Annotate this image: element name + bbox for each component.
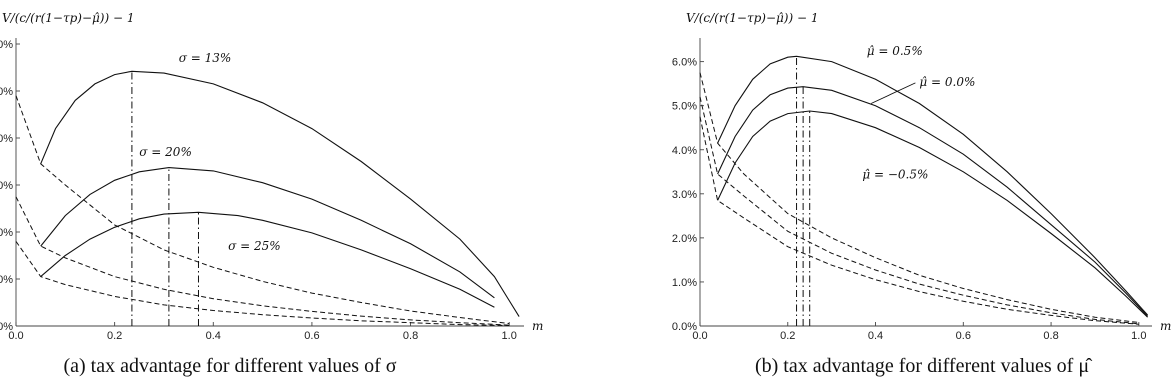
series-2 xyxy=(15,211,510,326)
x-axis-label: m xyxy=(1160,319,1171,333)
series-annotation: σ = 13% xyxy=(179,51,232,65)
series-annotation: σ = 20% xyxy=(139,145,192,159)
series-2 xyxy=(699,110,1148,326)
y-axis-label: V/(c/(r(1−τp)−μ̂)) − 1 xyxy=(686,11,818,25)
x-tick-label: 0.4 xyxy=(868,330,883,342)
x-tick-label: 0.4 xyxy=(206,330,221,342)
y-tick-label: 2.0% xyxy=(0,227,13,239)
series-solid-line xyxy=(717,86,1149,317)
y-tick-label: 6.0% xyxy=(672,57,697,69)
y-tick-label: 3.0% xyxy=(0,180,13,192)
y-tick-label: 4.0% xyxy=(0,133,13,145)
series-0 xyxy=(15,70,520,326)
x-tick-label: 0.0 xyxy=(692,330,707,342)
x-tick-label: 0.2 xyxy=(107,330,122,342)
chart-panel-b: 0.0% 1.0% 2.0% 3.0% 4.0% 5.0% 6.0% 0.0 0.2 0.4 0.6… xyxy=(672,11,1171,377)
series-annotation: σ = 25% xyxy=(228,239,281,253)
y-tick-label: 2.0% xyxy=(672,233,697,245)
x-tick-label: 1.0 xyxy=(1131,330,1146,342)
y-tick-label: 5.0% xyxy=(672,101,697,113)
series-1 xyxy=(15,167,510,326)
chart-panel-a: 0.0% 1.0% 2.0% 3.0% 4.0% 5.0% 6.0% 0.0 0.2 0.4 0.6… xyxy=(0,11,543,377)
series-annotation: μ̂ = 0.0% xyxy=(919,75,975,89)
y-tick-label: 0.0% xyxy=(0,321,13,333)
series-dashed-line xyxy=(699,116,1139,325)
x-axis-label: m xyxy=(532,319,543,333)
y-tick-label: 4.0% xyxy=(672,145,697,157)
series-solid-line xyxy=(40,70,520,317)
y-tick-label: 0.0% xyxy=(672,321,697,333)
series-1 xyxy=(699,86,1149,326)
y-tick-label: 1.0% xyxy=(672,277,697,289)
x-tick-label: 1.0 xyxy=(502,330,517,342)
y-tick-label: 1.0% xyxy=(0,274,13,286)
y-tick-label: 5.0% xyxy=(0,86,13,98)
x-tick-label: 0.2 xyxy=(780,330,795,342)
series-0 xyxy=(699,55,1149,326)
series-solid-line xyxy=(40,167,495,299)
series-dashed-line xyxy=(15,196,510,326)
y-tick-label: 3.0% xyxy=(672,189,697,201)
y-tick-label: 6.0% xyxy=(0,39,13,51)
x-tick-label: 0.6 xyxy=(956,330,971,342)
panel-caption: (b) tax advantage for different values o… xyxy=(755,355,1093,377)
x-tick-label: 0.8 xyxy=(1043,330,1058,342)
series-dashed-line xyxy=(15,95,510,325)
series-dashed-line xyxy=(15,241,510,326)
series-dashed-line xyxy=(699,96,1139,325)
series-solid-line xyxy=(717,55,1149,316)
x-tick-label: 0.0 xyxy=(8,330,23,342)
panel-caption: (a) tax advantage for different values o… xyxy=(63,355,396,377)
series-annotation: μ̂ = 0.5% xyxy=(867,44,923,58)
annotation-leader-line xyxy=(870,82,916,104)
x-tick-label: 0.6 xyxy=(304,330,319,342)
x-tick-label: 0.8 xyxy=(403,330,418,342)
series-annotation: μ̂ = −0.5% xyxy=(862,167,928,181)
series-dashed-line xyxy=(699,72,1139,323)
series-solid-line xyxy=(717,110,1148,318)
series-solid-line xyxy=(40,211,495,308)
y-axis-label: V/(c/(r(1−τp)−μ̂)) − 1 xyxy=(2,11,134,25)
